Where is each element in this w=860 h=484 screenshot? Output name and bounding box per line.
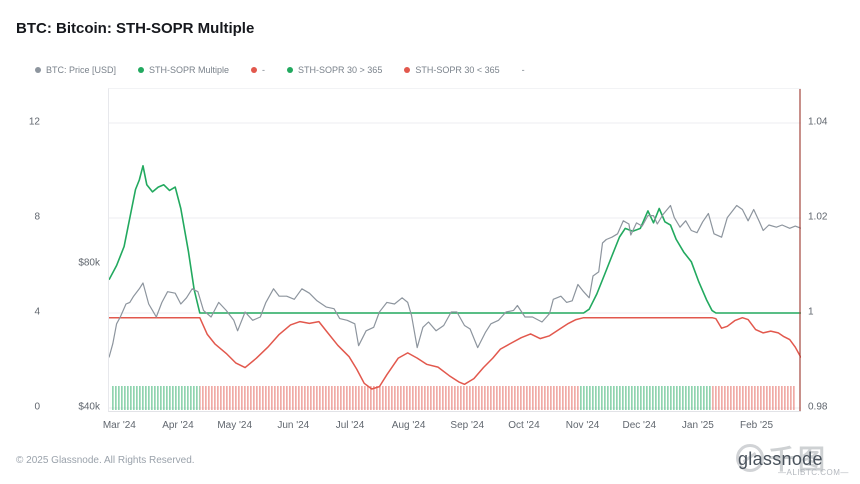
legend-item[interactable]: -	[522, 65, 525, 75]
x-axis-label: Oct '24	[508, 420, 540, 431]
chart-plot-area[interactable]	[108, 88, 801, 412]
legend-item[interactable]: STH-SOPR Multiple	[138, 65, 229, 75]
y-axis-label: 1.04	[808, 116, 828, 128]
watermark-text: 千图网	[768, 445, 828, 475]
sopr-below-line	[109, 316, 801, 390]
x-axis-label: Jan '25	[681, 420, 714, 431]
legend: BTC: Price [USD] STH-SOPR Multiple - STH-SO…	[35, 65, 525, 75]
x-axis-label: Nov '24	[565, 420, 600, 431]
y-axis-label: 0	[34, 401, 40, 413]
y-axis-label: 8	[34, 211, 40, 223]
y-axis-label: 1.02	[808, 211, 828, 223]
y-axis-label: 12	[28, 116, 40, 128]
footer-copyright: © 2025 Glassnode. All Rights Reserved.	[16, 455, 195, 466]
x-axis-label: Mar '24	[102, 420, 136, 431]
price-line	[109, 204, 801, 358]
price-axis-label: $80k	[78, 257, 100, 269]
legend-dot-icon	[251, 67, 258, 73]
legend-item-label: -	[521, 65, 525, 75]
x-axis-label: Jul '24	[335, 420, 365, 431]
legend-item[interactable]: STH-SOPR 30 < 365	[404, 65, 500, 75]
legend-dot-icon	[138, 67, 145, 73]
x-axis-label: Apr '24	[162, 420, 194, 431]
x-axis-label: Dec '24	[622, 420, 657, 431]
brand-area: 千图网 —ALIBTC.COM— glassnode	[736, 443, 856, 483]
y-axis-label: 1	[808, 306, 814, 318]
chart-canvas[interactable]	[109, 89, 801, 411]
page-title: BTC: Bitcoin: STH-SOPR Multiple	[16, 20, 255, 37]
legend-dot-icon	[35, 67, 41, 73]
sopr-above-line	[109, 165, 801, 314]
legend-dot-icon	[404, 67, 411, 73]
legend-item-label: -	[262, 65, 266, 75]
regime-bars	[110, 386, 796, 410]
legend-item[interactable]: STH-SOPR 30 > 365	[287, 65, 382, 75]
legend-item-label: BTC: Price [USD]	[46, 65, 117, 75]
price-axis-label: $40k	[78, 401, 100, 413]
legend-item-label: STH-SOPR Multiple	[149, 65, 230, 75]
x-axis-label: Feb '25	[739, 420, 774, 431]
legend-dot-icon	[287, 67, 294, 73]
legend-item-label: STH-SOPR 30 > 365	[298, 65, 383, 75]
watermark-alibtc-label: —ALIBTC.COM—	[778, 468, 849, 477]
legend-item[interactable]: BTC: Price [USD]	[35, 65, 116, 75]
y-axis-label: 4	[34, 306, 40, 318]
glassnode-logo: glassnode	[738, 449, 823, 469]
y-axis-label: 0.98	[808, 401, 828, 413]
x-axis-label: Aug '24	[391, 420, 426, 431]
watermark-seal-icon	[736, 444, 764, 472]
x-axis-label: Sep '24	[450, 420, 485, 431]
legend-item-label: STH-SOPR 30 < 365	[415, 65, 500, 75]
legend-item[interactable]: -	[251, 65, 265, 75]
x-axis-label: Jun '24	[277, 420, 310, 431]
x-axis-label: May '24	[217, 420, 253, 431]
